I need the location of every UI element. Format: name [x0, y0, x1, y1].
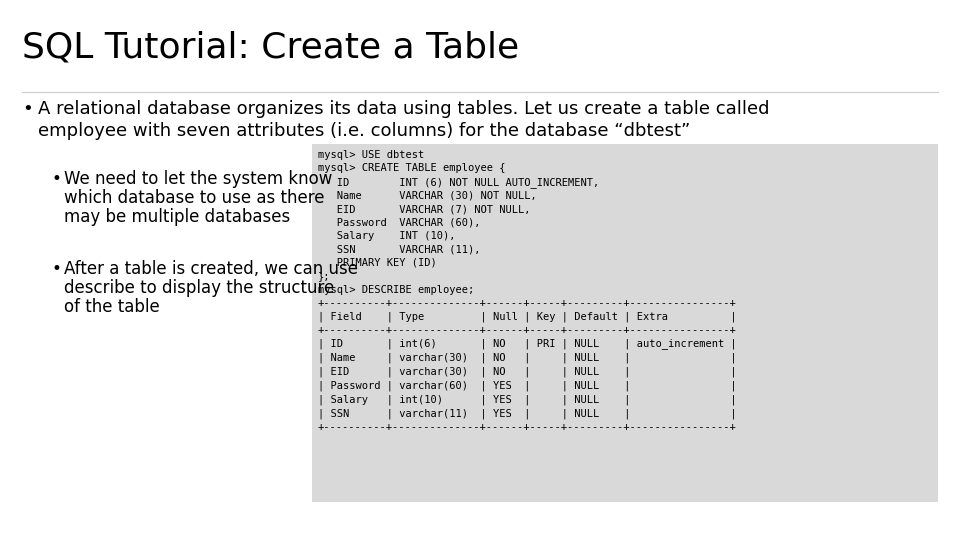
Text: SQL Tutorial: Create a Table: SQL Tutorial: Create a Table — [22, 30, 519, 64]
Text: We need to let the system know: We need to let the system know — [64, 170, 332, 188]
Text: may be multiple databases: may be multiple databases — [64, 208, 290, 226]
Text: After a table is created, we can use: After a table is created, we can use — [64, 260, 358, 278]
Text: •: • — [22, 100, 33, 118]
FancyBboxPatch shape — [312, 144, 938, 502]
Text: •: • — [52, 170, 61, 188]
Text: A relational database organizes its data using tables. Let us create a table cal: A relational database organizes its data… — [38, 100, 770, 118]
Text: mysql> USE dbtest
mysql> CREATE TABLE employee {
   ID        INT (6) NOT NULL A: mysql> USE dbtest mysql> CREATE TABLE em… — [318, 150, 736, 432]
Text: •: • — [52, 260, 61, 278]
Text: describe to display the structure: describe to display the structure — [64, 279, 334, 297]
Text: of the table: of the table — [64, 298, 159, 316]
Text: which database to use as there: which database to use as there — [64, 189, 324, 207]
Text: employee with seven attributes (i.e. columns) for the database “dbtest”: employee with seven attributes (i.e. col… — [38, 122, 690, 140]
